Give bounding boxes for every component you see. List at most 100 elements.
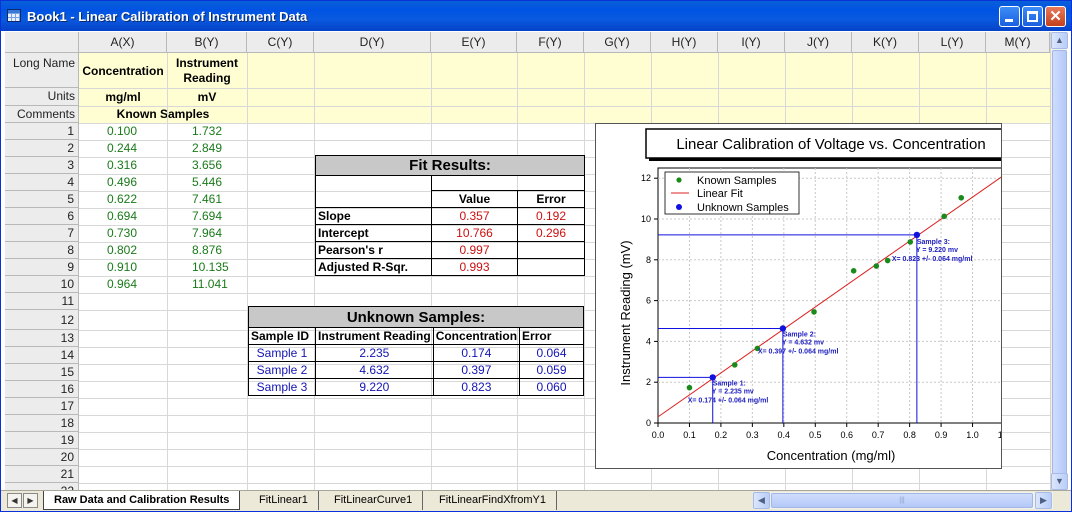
- reading-cell[interactable]: 11.041: [192, 277, 228, 291]
- fit-row-value[interactable]: 10.766: [431, 224, 518, 242]
- fit-row-value[interactable]: 0.993: [431, 258, 518, 276]
- row-header[interactable]: 8: [5, 242, 79, 259]
- fit-row-label[interactable]: Slope: [315, 207, 432, 225]
- column-header-h[interactable]: H(Y): [651, 32, 718, 53]
- column-header-l[interactable]: L(Y): [919, 32, 986, 53]
- fit-row-error[interactable]: [517, 241, 585, 259]
- reading-cell[interactable]: 2.849: [192, 141, 223, 155]
- row-header[interactable]: 19: [5, 432, 79, 449]
- fit-row-label[interactable]: Adjusted R-Sqr.: [315, 258, 432, 276]
- concentration-cell[interactable]: 0.694: [107, 209, 138, 223]
- scroll-down-icon[interactable]: ▼: [1051, 473, 1068, 490]
- worksheet-grid[interactable]: A(X) B(Y) C(Y) D(Y) E(Y) F(Y) G(Y) H(Y) …: [5, 32, 1050, 490]
- column-header-k[interactable]: K(Y): [852, 32, 919, 53]
- row-header[interactable]: 18: [5, 415, 79, 432]
- row-header[interactable]: 3: [5, 157, 79, 174]
- row-header[interactable]: 1: [5, 123, 79, 140]
- unknown-sample-error[interactable]: 0.060: [519, 378, 584, 396]
- row-header[interactable]: 4: [5, 174, 79, 191]
- scroll-up-icon[interactable]: ▲: [1051, 32, 1068, 49]
- row-header-long-name[interactable]: Long Name: [5, 53, 79, 88]
- unknown-header-reading[interactable]: Instrument Reading: [315, 327, 434, 345]
- column-header-m[interactable]: M(Y): [986, 32, 1050, 53]
- units-a-cell[interactable]: mg/ml: [105, 90, 141, 104]
- fit-row-error[interactable]: [517, 258, 585, 276]
- column-header-a[interactable]: A(X): [79, 32, 167, 53]
- row-header[interactable]: 11: [5, 293, 79, 310]
- vertical-scrollbar[interactable]: ▲ ▼: [1050, 32, 1068, 490]
- comments-cell[interactable]: Known Samples: [116, 107, 210, 121]
- long-name-b-line2[interactable]: Reading: [183, 71, 231, 85]
- column-header-b[interactable]: B(Y): [167, 32, 247, 53]
- unknown-sample-id[interactable]: Sample 3: [248, 378, 316, 396]
- concentration-cell[interactable]: 0.730: [107, 226, 138, 240]
- unknown-sample-id[interactable]: Sample 2: [248, 361, 316, 379]
- tab-fitlinearfindxfromy1[interactable]: FitLinearFindXfromY1: [429, 491, 557, 510]
- concentration-cell[interactable]: 0.802: [107, 243, 138, 257]
- row-header[interactable]: 22: [5, 483, 79, 490]
- row-header[interactable]: 15: [5, 364, 79, 381]
- unknown-header-id[interactable]: Sample ID: [248, 327, 316, 345]
- row-header[interactable]: 21: [5, 466, 79, 483]
- reading-cell[interactable]: 1.732: [192, 124, 223, 138]
- fit-row-label[interactable]: Pearson's r: [315, 241, 432, 259]
- row-header[interactable]: 20: [5, 449, 79, 466]
- row-header[interactable]: 12: [5, 310, 79, 330]
- long-name-b-line1[interactable]: Instrument: [175, 56, 238, 70]
- unknown-sample-reading[interactable]: 9.220: [315, 378, 434, 396]
- concentration-cell[interactable]: 0.910: [107, 260, 138, 274]
- row-header[interactable]: 9: [5, 259, 79, 276]
- concentration-cell[interactable]: 0.496: [107, 175, 138, 189]
- row-header[interactable]: 10: [5, 276, 79, 293]
- row-header[interactable]: 17: [5, 398, 79, 415]
- column-header-i[interactable]: I(Y): [718, 32, 785, 53]
- unknown-sample-concentration[interactable]: 0.174: [432, 344, 521, 362]
- fit-row-value[interactable]: 0.997: [431, 241, 518, 259]
- reading-cell[interactable]: 7.461: [192, 192, 223, 206]
- column-header-d[interactable]: D(Y): [314, 32, 431, 53]
- row-header[interactable]: 14: [5, 347, 79, 364]
- spreadsheet-icon[interactable]: [7, 9, 21, 22]
- fit-row-error[interactable]: 0.296: [517, 224, 585, 242]
- horizontal-scrollbar[interactable]: ◀ ||| ▶: [753, 492, 1053, 509]
- horizontal-scroll-thumb[interactable]: |||: [771, 493, 1033, 508]
- column-header-j[interactable]: J(Y): [785, 32, 852, 53]
- row-header-units[interactable]: Units: [5, 88, 79, 106]
- unknown-sample-error[interactable]: 0.059: [519, 361, 584, 379]
- row-header[interactable]: 7: [5, 225, 79, 242]
- row-header-comments[interactable]: Comments: [5, 106, 79, 123]
- reading-cell[interactable]: 7.694: [192, 209, 223, 223]
- maximize-button[interactable]: [1022, 6, 1043, 27]
- row-header[interactable]: 13: [5, 330, 79, 347]
- tab-raw-data[interactable]: Raw Data and Calibration Results: [43, 491, 241, 510]
- reading-cell[interactable]: 8.876: [192, 243, 223, 257]
- column-header-f[interactable]: F(Y): [517, 32, 584, 53]
- scroll-right-icon[interactable]: ▶: [1035, 492, 1052, 509]
- unknown-sample-concentration[interactable]: 0.397: [432, 361, 521, 379]
- fit-row-value[interactable]: 0.357: [431, 207, 518, 225]
- reading-cell[interactable]: 5.446: [192, 175, 223, 189]
- row-header[interactable]: 6: [5, 208, 79, 225]
- column-header-g[interactable]: G(Y): [584, 32, 651, 53]
- row-header[interactable]: 16: [5, 381, 79, 398]
- close-button[interactable]: ✕: [1045, 6, 1066, 27]
- fit-row-error[interactable]: 0.192: [517, 207, 585, 225]
- unknown-header-error[interactable]: Error: [519, 327, 584, 345]
- reading-cell[interactable]: 3.656: [192, 158, 223, 172]
- concentration-cell[interactable]: 0.964: [107, 277, 138, 291]
- concentration-cell[interactable]: 0.316: [107, 158, 138, 172]
- reading-cell[interactable]: 7.964: [192, 226, 223, 240]
- fit-row-label[interactable]: Intercept: [315, 224, 432, 242]
- long-name-a-cell[interactable]: Concentration: [82, 64, 164, 78]
- concentration-cell[interactable]: 0.622: [107, 192, 138, 206]
- concentration-cell[interactable]: 0.244: [107, 141, 138, 155]
- vertical-scroll-thumb[interactable]: [1052, 50, 1067, 490]
- tab-scroll-left-icon[interactable]: ◀: [7, 493, 22, 508]
- scroll-left-icon[interactable]: ◀: [753, 492, 770, 509]
- embedded-graph[interactable]: Linear Calibration of Voltage vs. Concen…: [595, 123, 1019, 469]
- column-header-c[interactable]: C(Y): [247, 32, 314, 53]
- tab-fitlinear1[interactable]: FitLinear1: [249, 491, 319, 510]
- fit-value-header[interactable]: Value: [431, 190, 518, 208]
- select-all-corner[interactable]: [5, 32, 79, 53]
- reading-cell[interactable]: 10.135: [192, 260, 229, 274]
